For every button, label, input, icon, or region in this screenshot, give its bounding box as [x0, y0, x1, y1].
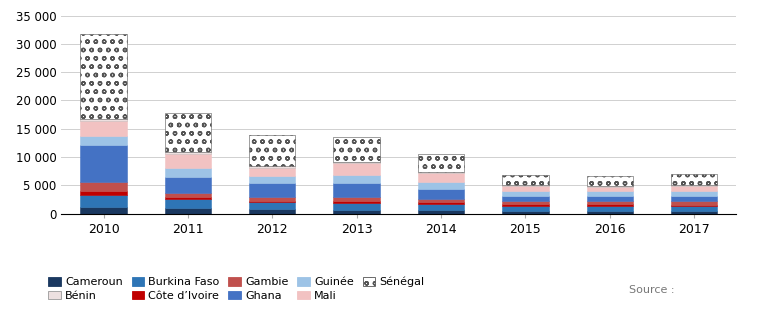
Bar: [249, 201, 295, 202]
Bar: [418, 173, 464, 182]
Bar: [165, 177, 211, 192]
Bar: [249, 197, 295, 201]
Bar: [334, 163, 380, 175]
Bar: [165, 168, 211, 177]
Bar: [502, 204, 548, 206]
Bar: [418, 172, 464, 173]
Bar: [249, 168, 295, 176]
Bar: [334, 201, 380, 203]
Bar: [334, 209, 380, 214]
Bar: [418, 204, 464, 210]
Text: Source :: Source :: [629, 285, 674, 295]
Bar: [671, 205, 717, 206]
Bar: [502, 211, 548, 214]
Bar: [165, 153, 211, 154]
Bar: [671, 196, 717, 201]
Bar: [418, 210, 464, 214]
Bar: [249, 176, 295, 183]
Bar: [81, 136, 127, 145]
Bar: [249, 209, 295, 214]
Bar: [587, 201, 633, 204]
Bar: [81, 207, 127, 214]
Bar: [587, 191, 633, 196]
Bar: [671, 174, 717, 185]
Bar: [587, 187, 633, 191]
Bar: [334, 137, 380, 162]
Bar: [587, 186, 633, 187]
Bar: [671, 211, 717, 214]
Bar: [81, 195, 127, 207]
Bar: [587, 206, 633, 211]
Bar: [81, 182, 127, 192]
Bar: [334, 183, 380, 197]
Bar: [418, 182, 464, 189]
Bar: [81, 192, 127, 195]
Bar: [165, 154, 211, 168]
Bar: [587, 204, 633, 206]
Bar: [418, 199, 464, 202]
Bar: [502, 187, 548, 191]
Bar: [418, 189, 464, 199]
Bar: [81, 122, 127, 136]
Bar: [334, 175, 380, 183]
Bar: [334, 197, 380, 201]
Bar: [418, 202, 464, 204]
Bar: [165, 199, 211, 208]
Bar: [249, 202, 295, 209]
Bar: [334, 162, 380, 163]
Bar: [81, 119, 127, 122]
Bar: [502, 175, 548, 185]
Bar: [502, 196, 548, 201]
Bar: [249, 166, 295, 168]
Bar: [502, 201, 548, 204]
Bar: [671, 191, 717, 196]
Bar: [165, 208, 211, 214]
Bar: [81, 145, 127, 182]
Bar: [587, 211, 633, 214]
Bar: [249, 135, 295, 166]
Bar: [671, 201, 717, 205]
Bar: [249, 183, 295, 197]
Bar: [587, 196, 633, 201]
Bar: [502, 206, 548, 211]
Bar: [334, 203, 380, 209]
Bar: [502, 185, 548, 187]
Bar: [502, 191, 548, 196]
Bar: [587, 176, 633, 186]
Bar: [671, 186, 717, 191]
Bar: [165, 113, 211, 153]
Bar: [81, 34, 127, 119]
Bar: [165, 197, 211, 199]
Bar: [671, 206, 717, 211]
Bar: [671, 185, 717, 186]
Legend: Cameroun, Bénin, Burkina Faso, Côte d’Ivoire, Gambie, Ghana, Guinée, Mali, Sénég: Cameroun, Bénin, Burkina Faso, Côte d’Iv…: [44, 272, 429, 305]
Bar: [165, 192, 211, 197]
Bar: [418, 154, 464, 172]
